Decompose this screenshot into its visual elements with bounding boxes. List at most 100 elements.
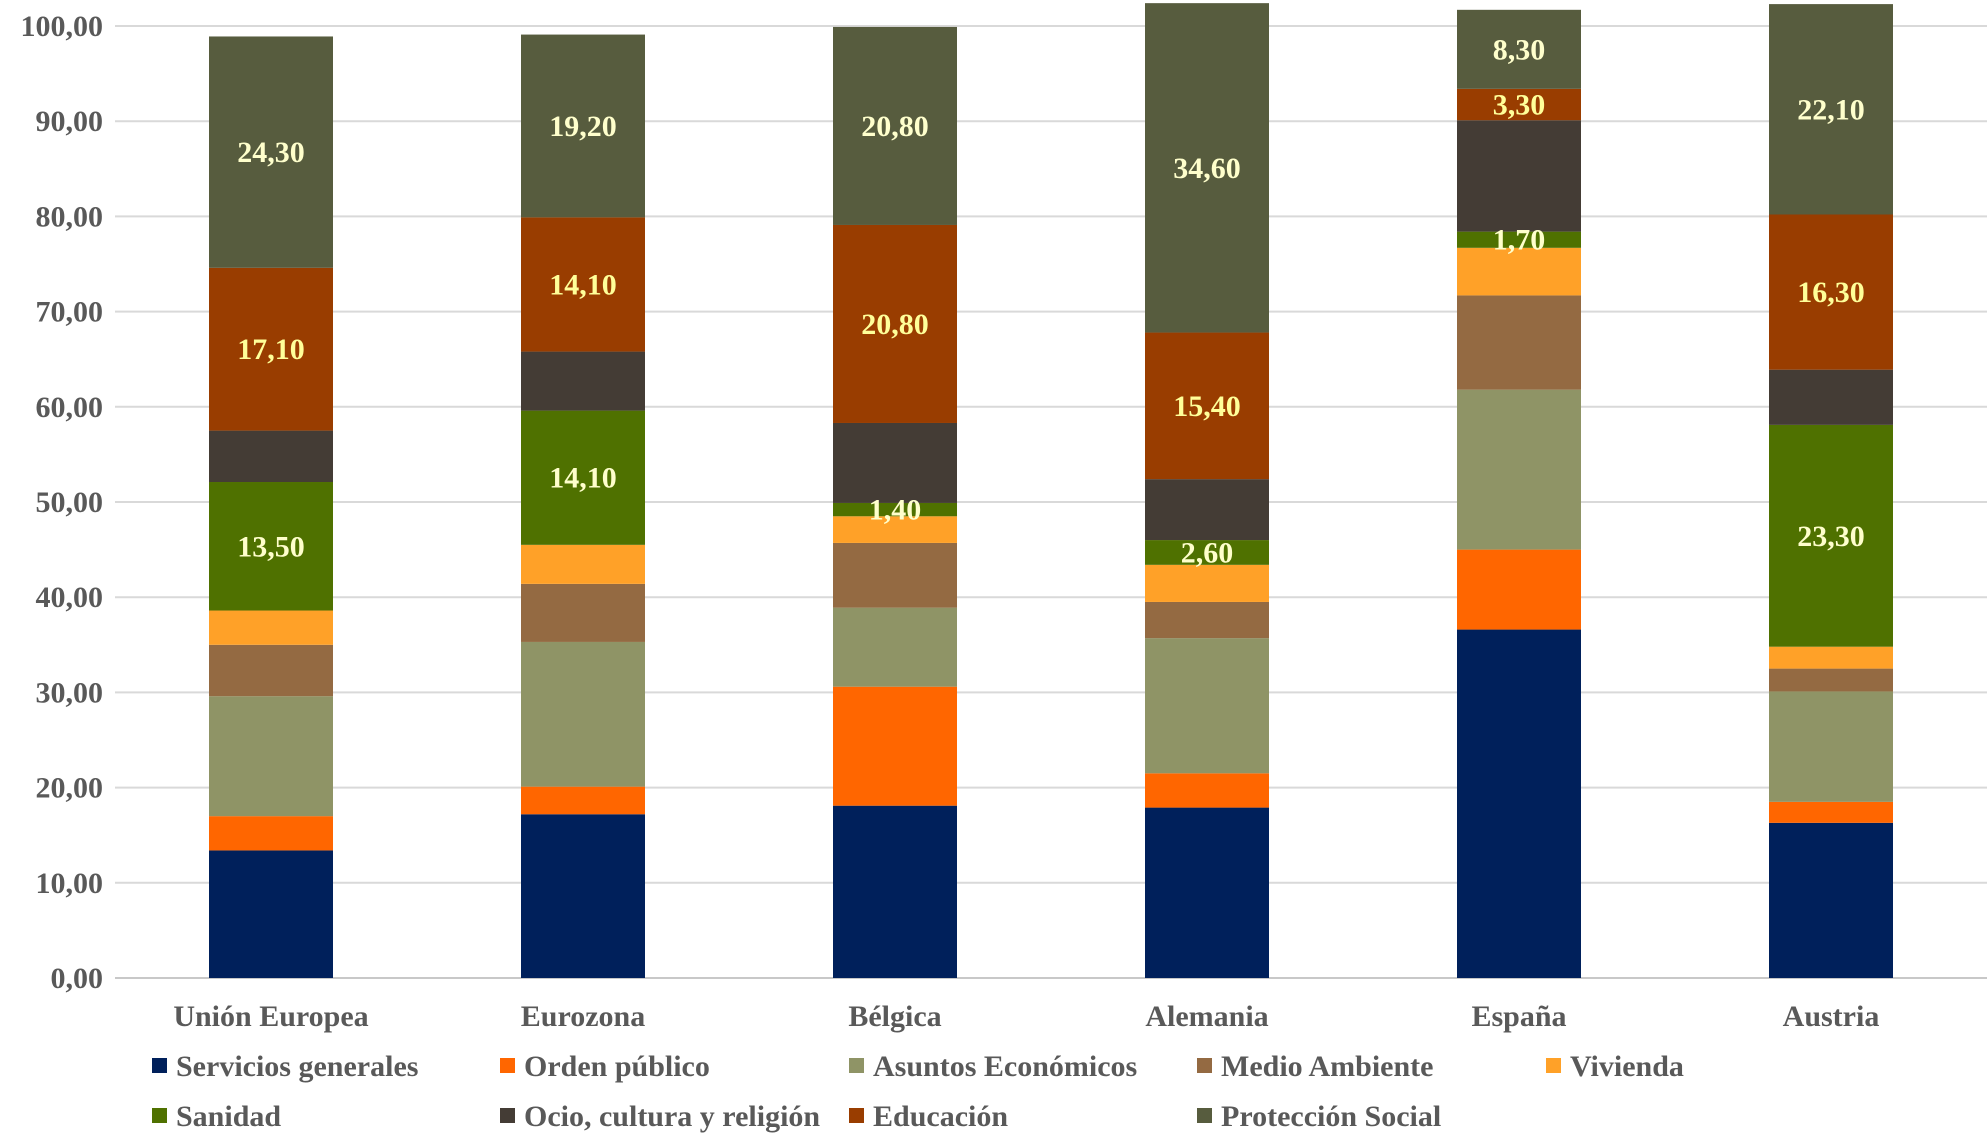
bar-segment bbox=[1457, 247, 1581, 296]
bar-segment bbox=[209, 816, 333, 851]
y-tick-label: 60,00 bbox=[36, 391, 104, 424]
legend-label: Orden público bbox=[524, 1050, 710, 1083]
data-label: 8,30 bbox=[1493, 33, 1546, 66]
bar-segment bbox=[1769, 668, 1893, 692]
bar-segment bbox=[1769, 801, 1893, 823]
bar-segment bbox=[1145, 332, 1269, 480]
y-tick-label: 80,00 bbox=[36, 200, 104, 233]
bar-segment bbox=[1145, 540, 1269, 565]
data-label: 23,30 bbox=[1797, 520, 1865, 553]
bar-segment bbox=[209, 850, 333, 978]
legend-swatch bbox=[500, 1108, 515, 1123]
data-label: 22,10 bbox=[1797, 93, 1865, 126]
x-category-label: Eurozona bbox=[521, 1000, 645, 1033]
x-category-label: Unión Europea bbox=[173, 1000, 368, 1033]
bar-segment bbox=[833, 422, 957, 503]
y-tick-label: 10,00 bbox=[36, 867, 104, 900]
bar-segment bbox=[521, 583, 645, 642]
x-category-label: España bbox=[1471, 1000, 1566, 1033]
y-tick-label: 70,00 bbox=[36, 296, 104, 329]
bar-segment bbox=[1769, 822, 1893, 978]
legend-label: Vivienda bbox=[1570, 1050, 1684, 1083]
bar-segment bbox=[1145, 638, 1269, 774]
bar-segment bbox=[1457, 549, 1581, 630]
legend-swatch bbox=[849, 1058, 864, 1073]
x-category-label: Alemania bbox=[1145, 1000, 1268, 1033]
data-label: 34,60 bbox=[1173, 152, 1241, 185]
legend-swatch bbox=[1197, 1108, 1212, 1123]
legend-label: Asuntos Económicos bbox=[873, 1050, 1137, 1083]
y-tick-label: 30,00 bbox=[36, 676, 104, 709]
data-label: 14,10 bbox=[549, 268, 617, 301]
data-label: 1,70 bbox=[1493, 224, 1546, 257]
y-tick-label: 20,00 bbox=[36, 772, 104, 805]
x-category-label: Austria bbox=[1783, 1000, 1880, 1033]
legend-label: Sanidad bbox=[176, 1100, 281, 1133]
bar-segment bbox=[1457, 629, 1581, 978]
data-label: 2,60 bbox=[1181, 536, 1234, 569]
legend-label: Protección Social bbox=[1221, 1100, 1441, 1133]
bar-segment bbox=[209, 482, 333, 611]
bar-segment bbox=[833, 805, 957, 978]
data-label: 19,20 bbox=[549, 110, 617, 143]
bar-segment bbox=[1145, 479, 1269, 541]
bar-segment bbox=[521, 410, 645, 545]
bar-segment bbox=[1457, 88, 1581, 121]
bar-segment bbox=[521, 34, 645, 218]
bar-segment bbox=[209, 267, 333, 431]
y-tick-label: 90,00 bbox=[36, 105, 104, 138]
data-label: 20,80 bbox=[861, 308, 929, 341]
bar-segment bbox=[833, 607, 957, 687]
y-tick-label: 50,00 bbox=[36, 486, 104, 519]
bar-segment bbox=[833, 516, 957, 543]
y-tick-label: 0,00 bbox=[51, 962, 104, 995]
bar-segment bbox=[209, 36, 333, 268]
legend-label: Servicios generales bbox=[176, 1050, 418, 1083]
bar-segment bbox=[833, 224, 957, 423]
data-label: 20,80 bbox=[861, 110, 929, 143]
y-tick-label: 40,00 bbox=[36, 581, 104, 614]
bar-segment bbox=[1457, 231, 1581, 248]
bar-segment bbox=[1145, 601, 1269, 639]
legend-label: Educación bbox=[873, 1100, 1008, 1133]
data-label: 1,40 bbox=[869, 494, 922, 527]
bar-segment bbox=[1769, 691, 1893, 802]
bar-segment bbox=[833, 502, 957, 517]
x-category-label: Bélgica bbox=[848, 1000, 941, 1033]
bar-segment bbox=[833, 542, 957, 608]
legend-swatch bbox=[1197, 1058, 1212, 1073]
bar-segment bbox=[1769, 424, 1893, 647]
legend-label: Ocio, cultura y religión bbox=[524, 1100, 820, 1133]
legend-swatch bbox=[152, 1108, 167, 1123]
bar-segment bbox=[1769, 4, 1893, 215]
bar-segment bbox=[1769, 214, 1893, 370]
bar-segment bbox=[1145, 564, 1269, 602]
data-label: 17,10 bbox=[237, 333, 305, 366]
bar-segment bbox=[1145, 807, 1269, 978]
bar-segment bbox=[521, 544, 645, 584]
legend-swatch bbox=[849, 1108, 864, 1123]
legend-swatch bbox=[152, 1058, 167, 1073]
bar-segment bbox=[1457, 389, 1581, 550]
bar-segment bbox=[1145, 773, 1269, 808]
bar-segment bbox=[209, 696, 333, 817]
bar-segment bbox=[521, 641, 645, 787]
legend-swatch bbox=[500, 1058, 515, 1073]
legend-label: Medio Ambiente bbox=[1221, 1050, 1433, 1083]
bar-segment bbox=[521, 786, 645, 815]
data-label: 16,30 bbox=[1797, 276, 1865, 309]
bar-segment bbox=[521, 814, 645, 978]
bar-segment bbox=[833, 26, 957, 225]
bar-segment bbox=[209, 430, 333, 483]
y-tick-label: 100,00 bbox=[21, 10, 104, 43]
bar-segment bbox=[209, 610, 333, 645]
bar-segment bbox=[1457, 120, 1581, 232]
data-label: 3,30 bbox=[1493, 89, 1546, 122]
legend-swatch bbox=[1546, 1058, 1561, 1073]
data-label: 15,40 bbox=[1173, 390, 1241, 423]
bar-segment bbox=[521, 351, 645, 411]
bar-segment bbox=[1457, 9, 1581, 89]
bar-segment bbox=[521, 217, 645, 352]
bar-segment bbox=[833, 686, 957, 806]
